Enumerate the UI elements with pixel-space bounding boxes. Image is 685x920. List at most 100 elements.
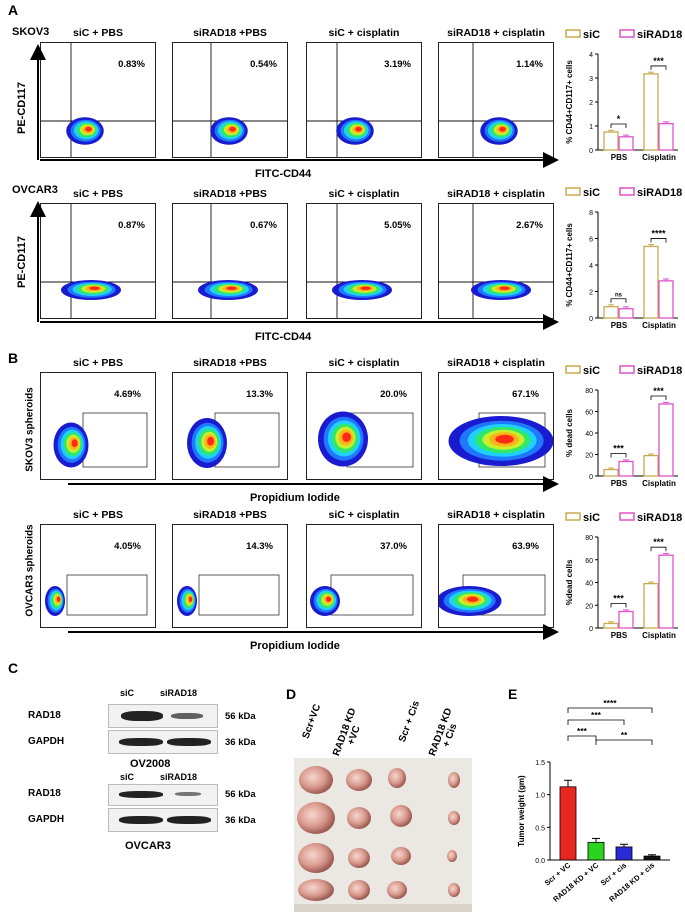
y-tick-label: 0 [589,626,593,633]
legend-label: siRAD18 [637,365,682,377]
y-tick-label: 0 [589,316,593,323]
y-tick-label: 4 [589,52,593,59]
blot-strip [108,784,218,806]
cell-line-label: OV2008 [130,758,171,770]
legend-label: siC [583,365,600,377]
density-plot [41,43,155,157]
bar-sic [603,131,619,151]
x-axis-label: Propidium Iodide [250,492,340,504]
y-tick-label: 1.0 [535,793,545,800]
y-tick-label: 0 [589,474,593,481]
kda-label: 56 kDa [225,789,256,800]
density-plot [318,411,414,468]
gate-percentage: 2.67% [516,220,543,231]
plot-title: siRAD18 + cisplatin [447,357,545,369]
y-tick-label: 0.0 [535,858,545,865]
x-axis-label: Propidium Iodide [250,640,340,652]
legend-label: siC [583,512,600,524]
bar-sic [603,468,619,477]
plot-title: siC + PBS [73,357,123,369]
plot-title: siRAD18 + cisplatin [447,509,545,521]
legend-label: siC [583,29,600,41]
bar-sirad18 [658,403,674,477]
legend-swatch-sirad18 [619,512,635,521]
density-plot [439,574,546,616]
density-plot [45,574,148,616]
significance-label: ns [615,293,623,299]
plot-title: siC + cisplatin [328,27,400,39]
gate-percentage: 4.69% [114,389,141,400]
y-tick-label: 1 [589,124,593,131]
flow-plot: siC + PBS 4.05% [40,509,156,628]
significance-label: **** [603,700,617,708]
legend-label: siRAD18 [637,512,682,524]
bar [587,841,605,861]
chart-b2: siC siRAD18 0 20 40 60 80 %dead cells PBS *** Cisp… [565,512,682,640]
chart-b1: siC siRAD18 0 20 40 60 80 % dead cells PBS *** Cis… [565,365,682,488]
kda-label: 56 kDa [225,711,256,722]
bar-sirad18 [618,136,634,151]
y-axis-title: % CD44+CD117+ cells [565,60,574,144]
lane-label: siRAD18 [160,772,198,782]
significance-label: *** [653,56,664,66]
bar [643,855,661,861]
legend-swatch-sic [565,512,581,521]
protein-label: GAPDH [28,736,65,747]
category-label: Cisplatin [642,153,676,162]
y-tick-label: 40 [585,581,593,588]
gate-percentage: 0.67% [250,220,277,231]
blot-strip [108,730,218,754]
flow-plot: siRAD18 +PBS 0.54% [172,27,288,158]
flow-plot: siC + cisplatin 37.0% [306,509,422,628]
gate-percentage: 20.0% [380,389,407,400]
bar-sic [603,306,619,319]
legend-label: siRAD18 [637,187,682,199]
panel-letter-c: C [8,660,19,676]
flow-plot: siC + PBS 4.69% [40,357,156,480]
y-tick-label: 0 [589,148,593,155]
plot-title: siRAD18 + cisplatin [447,188,545,200]
western-blot-panel: siC siRAD18 RAD18 56 kDa GAPDH 36 kDa OV… [20,684,280,884]
protein-label: RAD18 [28,710,61,721]
plot-title: siRAD18 +PBS [193,27,267,39]
plot-title: siC + cisplatin [328,357,400,369]
bar-sirad18 [618,308,634,319]
plot-title: siC + PBS [73,188,123,200]
x-axis-label: FITC-CD44 [255,331,312,343]
flow-plot: siC + cisplatin 20.0% [306,357,422,480]
gate-percentage: 67.1% [512,389,539,400]
significance-label: ** [621,730,628,740]
tumor-photo: Scr+VC RAD18 KD +VC Scr + Cis RAD18 KD +… [288,699,478,912]
gate-percentage: 3.19% [384,59,411,70]
plot-title: siC + cisplatin [328,509,400,521]
density-plot [41,204,155,318]
plot-title: siRAD18 +PBS [193,188,267,200]
gate-percentage: 4.05% [114,541,141,552]
kda-label: 36 kDa [225,737,256,748]
bar-sirad18 [658,122,674,151]
cell-line-label: OVCAR3 [125,840,171,852]
legend-swatch-sic [565,365,581,374]
legend-swatch-sic [565,29,581,38]
legend-swatch-sirad18 [619,365,635,374]
category-label: Cisplatin [642,479,676,488]
chart-a1: siC siRAD18 0 1 2 3 4 % CD44+CD117+ cells PBS * Ci… [565,29,682,162]
cell-line-skov3: SKOV3 [12,26,50,38]
flow-plot: siRAD18 +PBS 13.3% [172,357,288,480]
legend-swatch-sirad18 [619,187,635,196]
bar-sirad18 [618,460,634,477]
plot-title: siC + PBS [73,509,123,521]
plot-title: siC + PBS [73,27,123,39]
flow-plot: siRAD18 + cisplatin 63.9% [438,509,554,628]
legend-swatch-sirad18 [619,29,635,38]
bar-sic [643,582,659,629]
bar-sic [603,622,619,629]
flow-plot: siC + cisplatin 3.19% [306,27,422,158]
density-plot [439,204,553,318]
density-plot [187,412,280,468]
significance-label: *** [591,710,602,720]
gate-percentage: 0.54% [250,59,277,70]
protein-label: GAPDH [28,814,65,825]
density-plot [307,43,421,157]
y-tick-label: 80 [585,535,593,542]
